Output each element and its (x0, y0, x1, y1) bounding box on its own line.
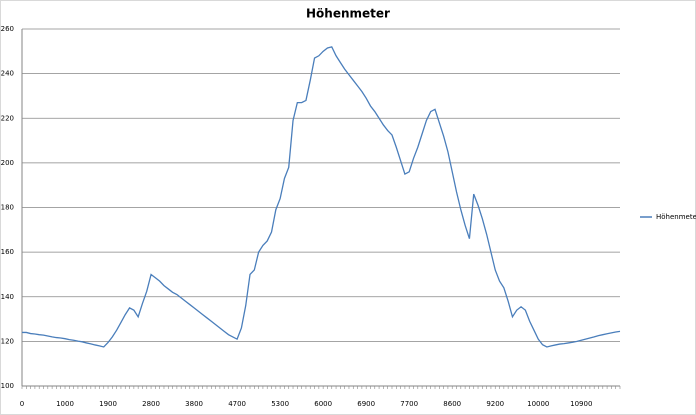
y-tick-label: 160 (1, 248, 14, 256)
x-tick-label: 9200 (486, 400, 504, 408)
chart-title: Höhenmeter (306, 7, 390, 21)
x-tick-label: 5300 (271, 400, 289, 408)
y-tick-label: 180 (1, 204, 14, 212)
y-tick-label: 260 (1, 25, 14, 33)
y-tick-label: 220 (1, 114, 14, 122)
x-tick-label: 10000 (527, 400, 549, 408)
x-tick-label: 1900 (99, 400, 117, 408)
x-tick-label: 10900 (570, 400, 592, 408)
x-tick-label: 8600 (443, 400, 461, 408)
legend-label: Höhenmeter (656, 213, 696, 221)
y-tick-label: 140 (1, 293, 14, 301)
y-tick-label: 120 (1, 337, 14, 345)
x-tick-label: 3800 (185, 400, 203, 408)
y-tick-label: 240 (1, 70, 14, 78)
x-tick-label: 4700 (228, 400, 246, 408)
x-tick-label: 2800 (142, 400, 160, 408)
series-line (22, 46, 621, 348)
x-tick-label: 1000 (56, 400, 74, 408)
x-tick-label: 7700 (400, 400, 418, 408)
x-tick-label: 0 (20, 400, 24, 408)
y-tick-label: 100 (1, 382, 14, 390)
x-tick-label: 6900 (357, 400, 375, 408)
y-tick-label: 200 (1, 159, 14, 167)
x-tick-label: 6000 (314, 400, 332, 408)
